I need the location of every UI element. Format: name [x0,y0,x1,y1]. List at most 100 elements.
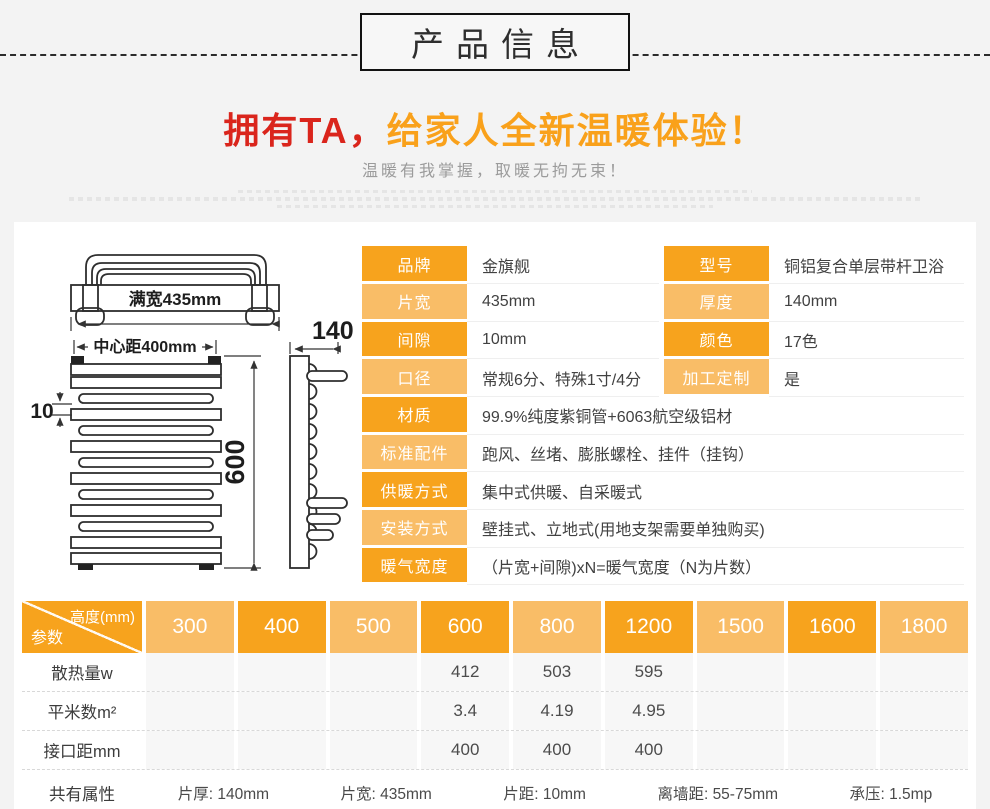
spec-label: 厚度 [664,283,769,319]
size-column-header: 1500 [696,601,785,654]
spec-label: 间隙 [362,321,467,357]
size-row-label: 接口距mm [22,731,142,770]
size-cell [788,653,877,692]
spec-value: 金旗舰 [467,246,659,284]
size-cell [788,731,877,770]
spec-label: 标准配件 [362,434,467,470]
dimension-drawing: 满宽435mm 中心距400mm 10 600 140 [26,224,362,585]
subtitle: 温暖有我掌握，取暖无拘无束！ [361,163,628,181]
spec-value: 是 [769,359,964,397]
size-cell: 412 [421,653,510,692]
full-width-label: 满宽435mm [129,289,222,309]
spec-row: 标准配件 跑风、丝堵、膨胀螺栓、挂件（挂钩） [362,434,964,473]
spec-row: 口径 常规6分、特殊1寸/4分 加工定制是 [362,359,964,397]
center-distance-dimension [73,340,217,355]
size-cell [696,653,785,692]
front-view-feet [71,356,221,571]
size-cell [880,731,968,770]
common-attributes-items: 片厚: 140mm 片宽: 435mm 片距: 10mm 离墙距: 55-75mm 承压… [142,782,968,804]
spec-value: 集中式供暖、自采暖式 [467,472,964,510]
banner-title-box: 产品信息 [360,13,630,71]
gap-label: 10 [30,400,53,423]
size-cell [329,692,418,731]
size-column-header: 300 [146,601,234,654]
corner-top-label: 高度(mm) [70,609,135,627]
spec-row: 间隙 10mm 颜色 17色 [362,321,964,360]
radiator-line-drawing: 满宽435mm 中心距400mm 10 600 140 [30,254,354,571]
spec-value: 10mm [467,322,659,360]
size-cell [329,653,418,692]
size-cell [237,653,326,692]
front-view [70,363,222,566]
spec-label: 暖气宽度 [362,547,467,583]
headline-red: 拥有TA， [223,110,387,151]
spec-label: 片宽 [362,283,467,319]
size-cell [237,692,326,731]
size-column-header: 1600 [788,601,877,654]
depth-dimension [289,342,341,355]
common-attribute: 承压: 1.5mp [849,786,933,804]
size-cell [696,692,785,731]
page-title: 产品信息 [411,26,591,63]
spec-row: 材质 99.9%纯度紫铜管+6063航空级铝材 [362,396,964,435]
size-table-row: 接口距mm 400 400 400 [22,731,968,771]
size-cell: 400 [513,731,601,770]
size-cell [237,731,326,770]
size-cell: 595 [604,653,693,692]
size-cell [146,731,234,770]
size-cell: 400 [604,731,693,770]
size-cell [880,653,968,692]
spec-row: 安装方式 壁挂式、立地式(用地支架需要单独购买) [362,510,964,548]
spec-label: 加工定制 [664,359,769,394]
size-table-row: 平米数m² 3.4 4.19 4.95 [22,692,968,732]
size-row-label: 散热量w [22,653,142,692]
spec-row: 片宽 435mm 厚度 140mm [362,283,964,322]
center-distance-label: 中心距400mm [93,337,196,356]
common-attribute: 片厚: 140mm [177,786,270,804]
full-width-dimension [70,317,280,332]
spec-row: 暖气宽度 （片宽+间隙)xN=暖气宽度（N为片数） [362,547,964,586]
spec-value: 跑风、丝堵、膨胀螺栓、挂件（挂钩） [467,435,964,473]
drawing-labels: 满宽435mm 中心距400mm 10 600 140 [30,289,353,485]
spec-label: 材质 [362,396,467,432]
size-cell: 400 [421,731,510,770]
gap-dimension [52,392,72,428]
size-cell [696,731,785,770]
size-cell [146,653,234,692]
watermark-line [277,205,713,209]
spec-value: 17色 [769,322,964,360]
spec-label: 型号 [664,246,769,281]
common-attribute: 片距: 10mm [503,786,586,804]
common-attributes-label: 共有属性 [49,786,115,805]
spec-value: 140mm [769,284,964,322]
size-row-label: 平米数m² [22,692,142,731]
size-cell [146,692,234,731]
spec-label: 品牌 [362,246,467,281]
side-view [289,355,348,570]
size-cell: 503 [513,653,601,692]
headline-orange: 给家人全新温暖体验！ [386,110,767,151]
size-cell: 4.19 [513,692,601,731]
size-cell: 4.95 [604,692,693,731]
size-cell [788,692,877,731]
watermark-line [237,190,753,194]
height-label: 600 [220,440,250,485]
headline: 拥有TA，给家人全新温暖体验！ [0,109,990,152]
spec-value: 常规6分、特殊1寸/4分 [467,359,659,397]
spec-value: 铜铝复合单层带杆卫浴 [769,246,964,284]
spec-row: 供暖方式 集中式供暖、自采暖式 [362,472,964,510]
size-table-row: 散热量w 412 503 595 [22,653,968,693]
size-table-header: 高度(mm) 参数 300 400 500 600 800 1200 1500 1600 180… [22,601,968,654]
size-table: 高度(mm) 参数 300 400 500 600 800 1200 1500 1600 180… [22,601,968,809]
common-attribute: 离墙距: 55-75mm [657,786,779,804]
spec-value: （片宽+间隙)xN=暖气宽度（N为片数） [467,548,964,586]
product-info-banner: 产品信息 [0,13,990,99]
size-column-header: 1200 [604,601,693,654]
spec-value: 435mm [467,284,659,322]
spec-label: 供暖方式 [362,472,467,507]
size-table-corner-cell: 高度(mm) 参数 [22,601,142,654]
common-attributes-row: 共有属性 片厚: 140mm 片宽: 435mm 片距: 10mm 离墙距: 55-7… [22,770,968,809]
height-dimension [224,355,261,571]
card-top: 满宽435mm 中心距400mm 10 600 140 品牌 金旗舰 型号 铜铝复合单… [14,222,976,586]
